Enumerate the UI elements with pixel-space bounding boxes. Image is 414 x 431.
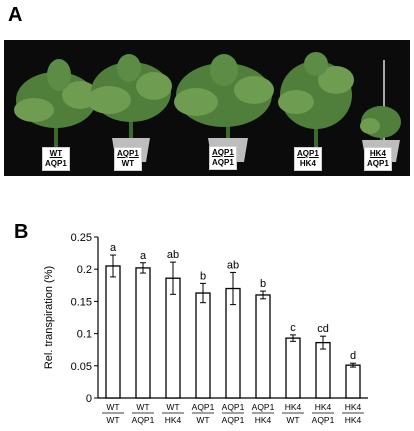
x-tick-label-top: WT bbox=[166, 402, 179, 412]
bar bbox=[255, 294, 271, 399]
graft-tag-3: AQP1 AQP1 bbox=[209, 146, 237, 170]
x-tick-label-top: AQP1 bbox=[252, 402, 275, 412]
x-tick-label-bottom: WT bbox=[196, 415, 209, 425]
bar bbox=[315, 341, 331, 399]
y-tick-label: 0.05 bbox=[71, 361, 92, 373]
significance-letter: d bbox=[350, 350, 356, 362]
panel-a-label: A bbox=[8, 4, 23, 26]
significance-letter: a bbox=[140, 250, 147, 262]
bar bbox=[195, 292, 211, 399]
x-tick-label-bottom: WT bbox=[106, 415, 119, 425]
graft-tag-4: AQP1 HK4 bbox=[294, 147, 322, 171]
significance-letter: ab bbox=[227, 259, 239, 271]
x-tick-label-top: HK4 bbox=[285, 402, 302, 412]
x-tick-label-top: HK4 bbox=[315, 402, 332, 412]
bar bbox=[105, 265, 121, 399]
x-tick-label-top: HK4 bbox=[345, 402, 362, 412]
significance-letter: a bbox=[110, 242, 117, 254]
y-tick-label: 0.1 bbox=[77, 329, 92, 341]
plant-photograph: WT AQP1 AQP1 WT AQP1 AQP1 AQP1 HK4 HK4 A… bbox=[4, 40, 410, 176]
x-tick-label-bottom: AQP1 bbox=[312, 415, 335, 425]
significance-letter: c bbox=[290, 322, 296, 334]
x-tick-label-bottom: WT bbox=[286, 415, 299, 425]
significance-letter: b bbox=[200, 270, 206, 282]
x-tick-label-top: WT bbox=[136, 402, 149, 412]
y-tick-label: 0.25 bbox=[71, 232, 92, 244]
graft-tag-2: AQP1 WT bbox=[114, 147, 142, 171]
x-tick-label-bottom: HK4 bbox=[255, 415, 272, 425]
x-tick-label-top: AQP1 bbox=[222, 402, 245, 412]
plant-2 bbox=[87, 54, 172, 162]
significance-letter: cd bbox=[317, 323, 329, 335]
transpiration-bar-chart: 0 0.05 0.1 0.15 0.2 0.25 Rel. transpiration (%… bbox=[43, 232, 368, 425]
significance-letter: b bbox=[260, 278, 266, 290]
x-tick-label-bottom: AQP1 bbox=[132, 415, 155, 425]
panel-b-label: B bbox=[14, 221, 29, 243]
bar bbox=[135, 267, 151, 399]
graft-tag-5: HK4 AQP1 bbox=[364, 147, 392, 171]
x-tick-label-bottom: HK4 bbox=[165, 415, 182, 425]
y-tick-label: 0.15 bbox=[71, 296, 92, 308]
graft-tag-1: WT AQP1 bbox=[42, 147, 70, 171]
y-tick-label: 0 bbox=[86, 393, 92, 405]
bar bbox=[345, 364, 361, 399]
x-tick-label-top: WT bbox=[106, 402, 119, 412]
x-tick-label-bottom: AQP1 bbox=[222, 415, 245, 425]
significance-letter: ab bbox=[167, 249, 179, 261]
bar bbox=[165, 277, 181, 399]
x-tick-label-bottom: HK4 bbox=[345, 415, 362, 425]
x-tick-label-top: AQP1 bbox=[192, 402, 215, 412]
y-axis-label: Rel. transpiration (%) bbox=[43, 266, 55, 369]
bar bbox=[285, 337, 301, 399]
plant-4 bbox=[278, 52, 354, 162]
y-tick-label: 0.2 bbox=[77, 264, 92, 276]
